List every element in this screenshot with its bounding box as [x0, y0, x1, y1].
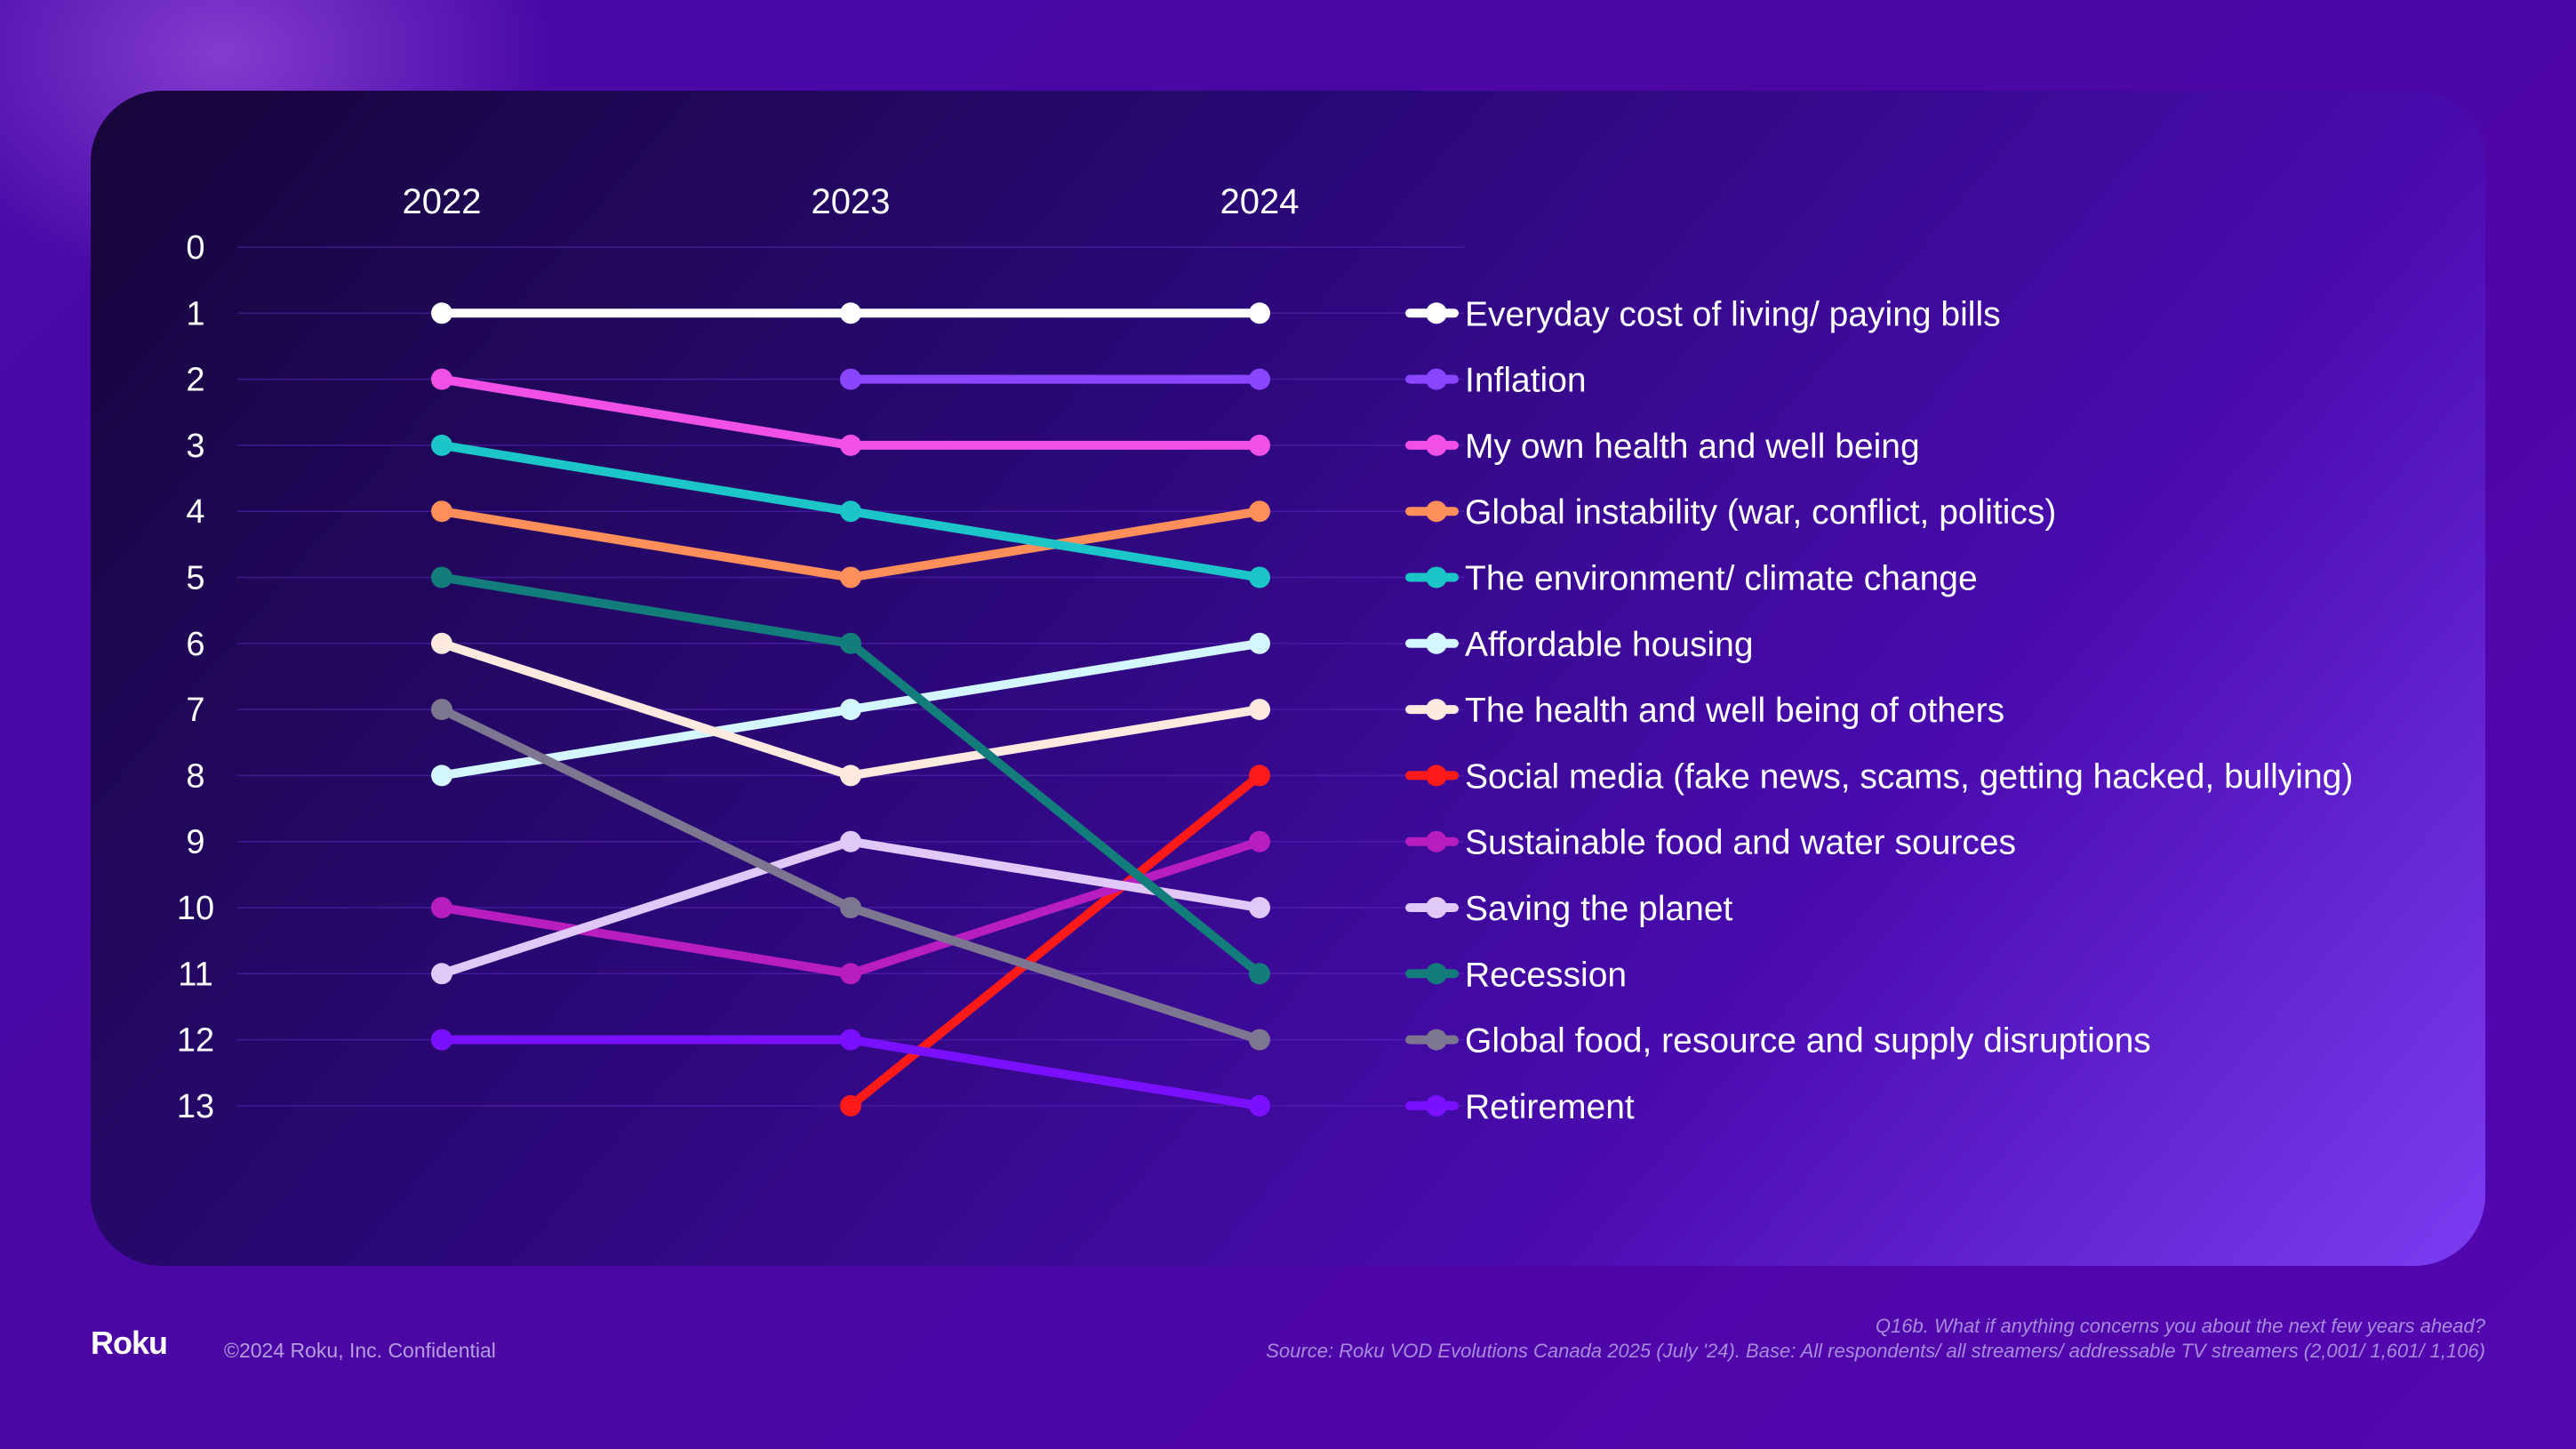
y-tick-label: 4 — [186, 493, 204, 531]
data-point-everyday-cost-of-living-paying-bills — [431, 302, 452, 324]
legend-label-retirement: Retirement — [1465, 1088, 1635, 1126]
legend-label-saving-the-planet: Saving the planet — [1465, 890, 1733, 928]
legend-label-social-media-fake-news-scams-getting-hacked-bullying: Social media (fake news, scams, getting … — [1465, 757, 2353, 796]
footer-notes: Q16b. What if anything concerns you abou… — [1266, 1314, 2485, 1364]
legend-marker-everyday-cost-of-living-paying-bills — [1426, 302, 1447, 324]
x-tick-label-2022: 2022 — [403, 182, 482, 221]
legend-marker-inflation — [1426, 368, 1447, 390]
legend-label-affordable-housing: Affordable housing — [1465, 626, 1754, 664]
data-point-global-food-resource-and-supply-disruptions — [431, 699, 452, 721]
series-line-social-media-fake-news-scams-getting-hacked-bullying — [846, 771, 1264, 1110]
data-point-my-own-health-and-well-being — [431, 368, 452, 390]
roku-logo: Roku — [91, 1325, 168, 1361]
data-point-the-health-and-well-being-of-others — [1249, 699, 1270, 721]
source-note: Source: Roku VOD Evolutions Canada 2025 … — [1266, 1340, 2485, 1362]
data-point-inflation — [1249, 368, 1270, 390]
legend-label-the-health-and-well-being-of-others: The health and well being of others — [1465, 692, 2004, 730]
data-point-retirement — [1249, 1094, 1270, 1117]
legend-label-sustainable-food-and-water-sources: Sustainable food and water sources — [1465, 824, 2016, 862]
legend-marker-sustainable-food-and-water-sources — [1426, 830, 1447, 853]
legend-marker-global-food-resource-and-supply-disruptions — [1426, 1029, 1447, 1051]
data-point-my-own-health-and-well-being — [840, 434, 861, 456]
legend-label-everyday-cost-of-living-paying-bills: Everyday cost of living/ paying bills — [1465, 295, 2001, 333]
legend-label-recession: Recession — [1465, 956, 1627, 994]
data-point-social-media-fake-news-scams-getting-hacked-bullying — [1249, 765, 1270, 787]
y-tick-label: 10 — [177, 890, 214, 927]
data-point-the-environment-climate-change — [431, 434, 452, 456]
data-point-the-environment-climate-change — [1249, 566, 1270, 588]
copyright-text: ©2024 Roku, Inc. Confidential — [224, 1339, 496, 1362]
y-tick-label: 3 — [186, 428, 204, 465]
x-tick-label-2024: 2024 — [1220, 182, 1300, 221]
data-point-recession — [840, 632, 861, 654]
legend-marker-social-media-fake-news-scams-getting-hacked-bullying — [1426, 765, 1447, 787]
data-point-saving-the-planet — [431, 963, 452, 985]
data-point-global-instability-war-conflict-politics — [840, 566, 861, 588]
data-point-retirement — [431, 1029, 452, 1051]
data-point-saving-the-planet — [840, 830, 861, 853]
y-tick-label: 11 — [178, 956, 212, 993]
y-tick-label: 1 — [186, 295, 204, 332]
data-point-everyday-cost-of-living-paying-bills — [1249, 302, 1270, 324]
data-point-inflation — [840, 368, 861, 390]
data-point-sustainable-food-and-water-sources — [1249, 830, 1270, 853]
y-tick-label: 0 — [186, 229, 204, 267]
data-point-social-media-fake-news-scams-getting-hacked-bullying — [840, 1094, 861, 1117]
question-note: Q16b. What if anything concerns you abou… — [1875, 1315, 2485, 1337]
legend-label-global-instability-war-conflict-politics: Global instability (war, conflict, polit… — [1465, 493, 2056, 532]
legend-marker-recession — [1426, 963, 1447, 985]
data-point-my-own-health-and-well-being — [1249, 434, 1270, 456]
data-point-affordable-housing — [431, 765, 452, 787]
legend-label-the-environment-climate-change: The environment/ climate change — [1465, 560, 1978, 598]
y-tick-label: 7 — [186, 692, 204, 729]
legend-label-global-food-resource-and-supply-disruptions: Global food, resource and supply disrupt… — [1465, 1022, 2151, 1061]
data-point-recession — [1249, 963, 1270, 985]
legend-marker-saving-the-planet — [1426, 897, 1447, 918]
legend-marker-affordable-housing — [1426, 632, 1447, 654]
data-point-everyday-cost-of-living-paying-bills — [840, 302, 861, 324]
data-point-recession — [431, 566, 452, 588]
data-point-affordable-housing — [1249, 632, 1270, 654]
y-tick-label: 9 — [186, 824, 204, 861]
legend-label-inflation: Inflation — [1465, 362, 1587, 400]
y-tick-label: 6 — [186, 626, 204, 663]
data-point-retirement — [840, 1029, 861, 1051]
x-tick-label-2023: 2023 — [812, 182, 891, 221]
data-point-global-instability-war-conflict-politics — [1249, 500, 1270, 523]
legend-label-my-own-health-and-well-being: My own health and well being — [1465, 428, 1920, 466]
chart-panel: 0 1 2 3 4 5 6 7 8 9 10 11 12 13 2022 2023 2024 Everyday c… — [91, 91, 2485, 1266]
data-point-the-environment-climate-change — [840, 500, 861, 523]
data-point-saving-the-planet — [1249, 897, 1270, 918]
data-point-the-health-and-well-being-of-others — [431, 632, 452, 654]
y-tick-label: 13 — [177, 1088, 214, 1125]
data-point-global-food-resource-and-supply-disruptions — [1249, 1029, 1270, 1051]
data-point-sustainable-food-and-water-sources — [840, 963, 861, 985]
y-tick-label: 12 — [177, 1022, 214, 1060]
data-point-the-health-and-well-being-of-others — [840, 765, 861, 787]
data-point-affordable-housing — [840, 699, 861, 721]
data-point-global-food-resource-and-supply-disruptions — [840, 897, 861, 918]
legend-marker-the-health-and-well-being-of-others — [1426, 699, 1447, 721]
legend-marker-the-environment-climate-change — [1426, 566, 1447, 588]
y-tick-label: 2 — [186, 362, 204, 399]
y-tick-label: 8 — [186, 757, 204, 795]
legend-marker-my-own-health-and-well-being — [1426, 434, 1447, 456]
data-point-global-instability-war-conflict-politics — [431, 500, 452, 523]
y-tick-label: 5 — [186, 560, 204, 597]
data-point-sustainable-food-and-water-sources — [431, 897, 452, 918]
legend-marker-global-instability-war-conflict-politics — [1426, 500, 1447, 523]
legend-marker-retirement — [1426, 1094, 1447, 1117]
